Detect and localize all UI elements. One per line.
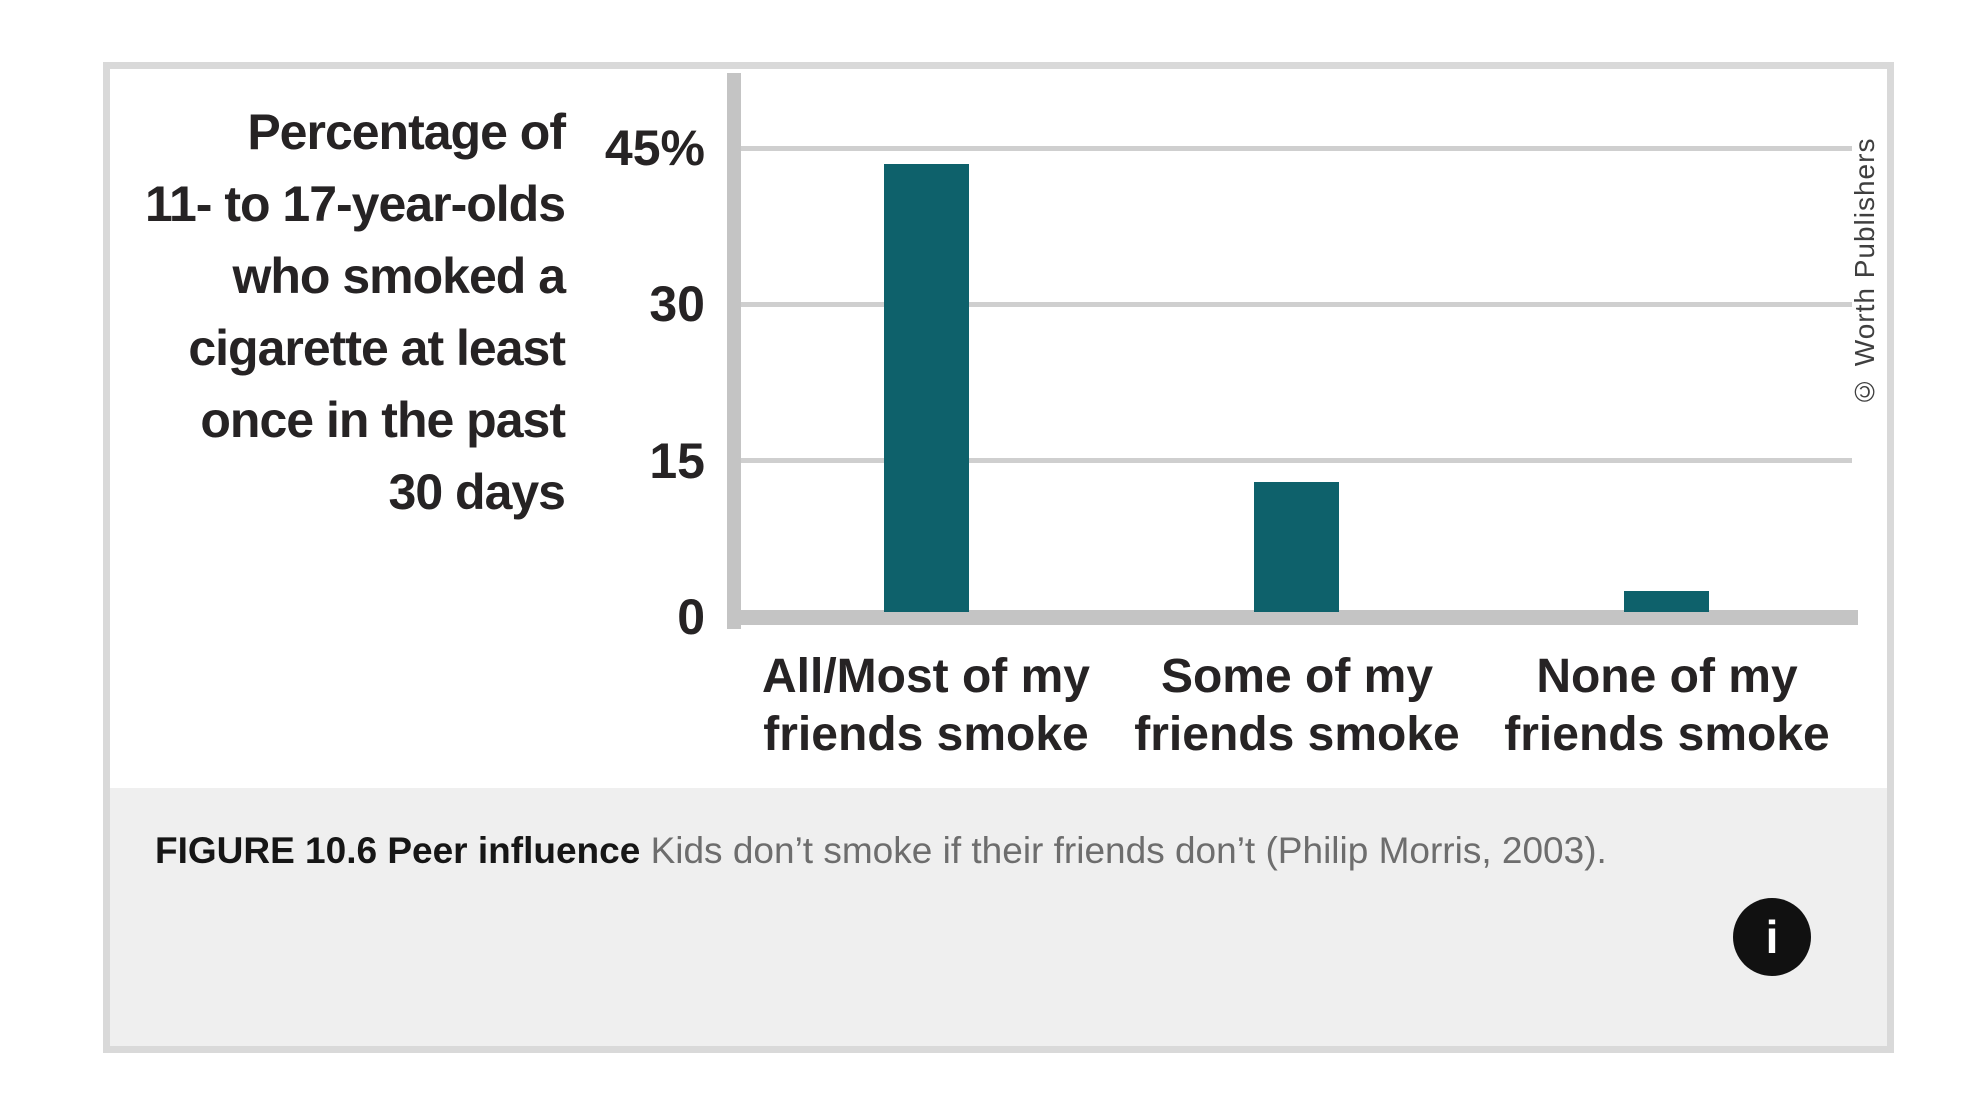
gridline-45 [741, 145, 1852, 151]
y-axis-title-line: once in the past [200, 392, 566, 448]
y-tick-label: 15 [649, 432, 705, 489]
gridline-15 [741, 458, 1852, 464]
gridline-30 [741, 301, 1852, 307]
y-axis-title-line: cigarette at least [188, 320, 566, 376]
bar-2 [1624, 591, 1709, 612]
category-label-0: All/Most of my friends smoke [736, 648, 1116, 764]
category-label-2: None of my friends smoke [1477, 648, 1857, 764]
figure-caption-text: Kids don’t smoke if their friends don’t … [650, 830, 1607, 871]
category-label-line: None of my [1536, 650, 1798, 703]
y-axis-title-line: who smoked a [232, 248, 566, 304]
figure-caption: FIGURE 10.6 Peer influence Kids don’t sm… [155, 826, 1795, 876]
figure-caption-label: FIGURE 10.6 Peer influence [155, 830, 641, 871]
bar-1 [1254, 482, 1339, 612]
bar-0 [884, 164, 969, 612]
category-label-line: Some of my [1160, 650, 1434, 703]
publisher-credit: © Worth Publishers [1849, 137, 1880, 407]
y-axis-line [727, 73, 741, 629]
y-axis-title-line: 11- to 17-year-olds [144, 176, 566, 232]
y-tick-label: 30 [649, 276, 705, 333]
y-axis-title: Percentage of 11- to 17-year-olds who sm… [118, 96, 566, 528]
y-tick-label: 45% [604, 120, 705, 177]
category-label-line: All/Most of my [761, 650, 1090, 703]
y-axis-title-line: 30 days [388, 464, 566, 520]
category-label-line: friends smoke [1504, 708, 1830, 761]
category-label-line: friends smoke [763, 708, 1089, 761]
info-button[interactable]: i [1733, 898, 1811, 976]
category-label-1: Some of my friends smoke [1107, 648, 1487, 764]
x-axis-line [727, 610, 1858, 625]
y-tick-label: 0 [677, 589, 705, 645]
category-label-line: friends smoke [1134, 708, 1460, 761]
y-axis-title-line: Percentage of [247, 104, 566, 160]
info-icon: i [1765, 911, 1779, 963]
caption-region [110, 788, 1887, 1046]
